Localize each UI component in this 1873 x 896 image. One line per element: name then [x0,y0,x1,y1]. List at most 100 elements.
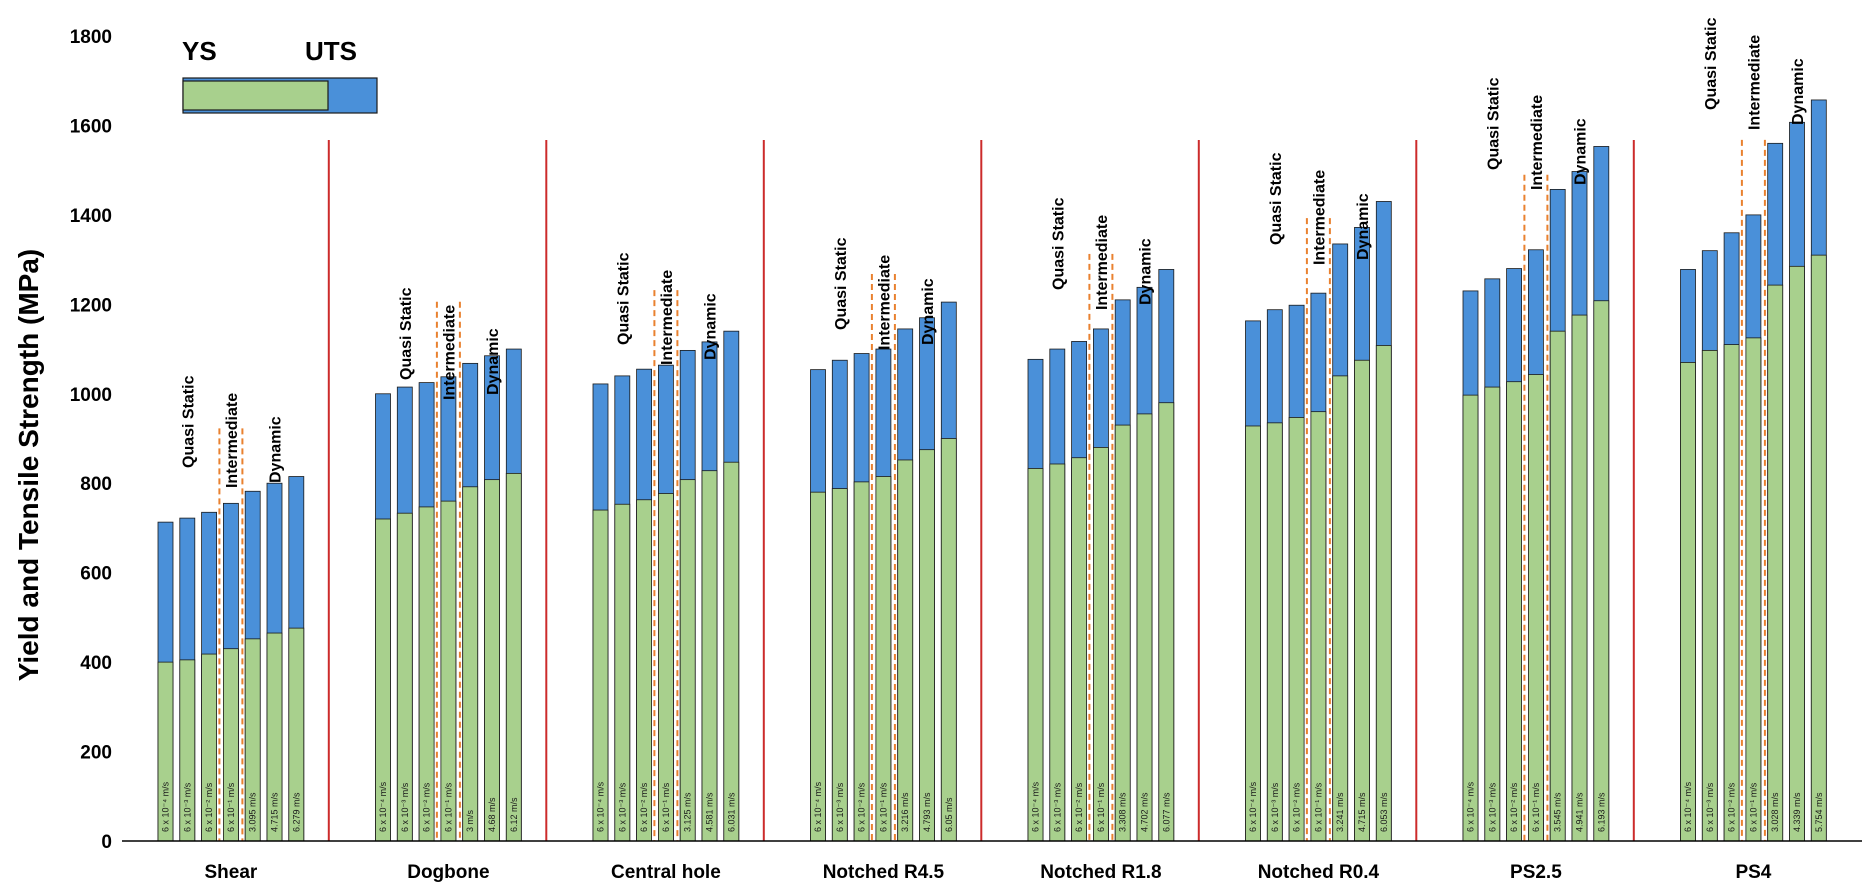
ys-bar [1723,344,1740,842]
strain-rate-label: 6 x 10⁻³ m/s [835,782,845,832]
strain-rate-label: 6.12 m/s [509,797,519,832]
strain-rate-label: 6 x 10⁻² m/s [857,782,867,832]
strain-rate-label: 6 x 10⁻⁴ m/s [161,781,171,832]
chart-bars [157,99,1827,842]
strain-rate-label: 6 x 10⁻² m/s [1074,782,1084,832]
strain-rate-label: 3.216 m/s [900,792,910,832]
phase-label-dynamic: Dynamic [1790,58,1807,125]
y-tick-label: 1800 [70,27,112,48]
strain-rate-label: 6.077 m/s [1161,792,1171,832]
strain-rate-label: 6.05 m/s [944,797,954,832]
strain-rate-label: 4.68 m/s [487,797,497,832]
legend-ys-swatch [182,80,329,111]
ys-bar [1266,422,1283,842]
ys-bar [1810,254,1827,842]
ys-bar [1462,394,1479,842]
ys-bar [1354,359,1370,842]
y-tick-label: 0 [101,832,112,853]
ys-bar [1745,337,1762,842]
category-label: Shear [204,862,257,883]
y-tick-label: 1600 [70,116,112,137]
strain-rate-label: 3.028 m/s [1770,792,1780,832]
phase-label-intermediate: Intermediate [659,270,676,365]
phase-label-intermediate: Intermediate [1094,215,1111,310]
y-tick-label: 600 [80,564,112,585]
ys-bar [1114,424,1131,842]
phase-label-quasi-static: Quasi Static [1268,152,1285,245]
phase-label-dynamic: Dynamic [1138,238,1155,305]
phase-label-intermediate: Intermediate [1311,170,1328,265]
phase-label-dynamic: Dynamic [1355,193,1372,260]
ys-bar [1136,413,1153,842]
strain-rate-label: 6.031 m/s [726,792,736,832]
phase-label-quasi-static: Quasi Static [1703,17,1720,110]
phase-label-dynamic: Dynamic [1573,118,1590,185]
ys-bar [1528,374,1544,842]
phase-label-intermediate: Intermediate [441,305,458,400]
ys-bar [505,472,522,842]
category-label: Notched R1.8 [1040,862,1161,883]
category-label: Dogbone [407,862,489,883]
category-label: PS2.5 [1510,862,1562,883]
strain-rate-label: 6 x 10⁻¹ m/s [226,782,236,832]
strain-rate-label: 6 x 10⁻⁴ m/s [1248,781,1258,832]
strain-rate-label: 4.702 m/s [1140,792,1150,832]
ys-bar [1549,330,1566,842]
ys-bar [1571,314,1588,842]
ys-bar [484,479,500,842]
strain-rate-label: 6 x 10⁻² m/s [1727,782,1737,832]
strain-rate-label: 6 x 10⁻⁴ m/s [813,781,823,832]
phase-label-dynamic: Dynamic [485,328,502,395]
y-tick-label: 1000 [70,385,112,406]
strain-rate-label: 6.279 m/s [291,792,301,832]
y-tick-label: 800 [80,474,112,495]
phase-label-intermediate: Intermediate [1529,95,1546,190]
strain-rate-label: 6 x 10⁻¹ m/s [1748,782,1758,832]
phase-label-intermediate: Intermediate [876,255,893,350]
strain-rate-label: 4.941 m/s [1575,792,1585,832]
strain-rate-label: 6 x 10⁻¹ m/s [1096,782,1106,832]
strain-rate-label: 6 x 10⁻⁴ m/s [1031,781,1041,832]
strain-rate-label: 4.715 m/s [270,792,280,832]
phase-label-quasi-static: Quasi Static [398,287,415,380]
ys-bar [1245,425,1261,842]
strain-rate-label: 6 x 10⁻¹ m/s [878,782,888,832]
phase-label-quasi-static: Quasi Static [833,237,850,330]
strain-rate-label: 6 x 10⁻² m/s [422,782,432,832]
ys-bar [723,461,740,842]
strain-rate-label: 6 x 10⁻³ m/s [1487,782,1497,832]
phase-label-dynamic: Dynamic [920,278,937,345]
phase-label-quasi-static: Quasi Static [1050,197,1067,290]
strain-rate-label: 3.308 m/s [1118,792,1128,832]
legend: YS UTS [182,36,378,114]
y-tick-label: 1200 [70,295,112,316]
ys-bar [679,479,696,842]
ys-bar [1680,362,1696,842]
strain-rate-label: 4.715 m/s [1357,792,1367,832]
category-label: Notched R0.4 [1258,862,1380,883]
phase-label-dynamic: Dynamic [268,416,285,483]
strain-rate-label: 6 x 10⁻⁴ m/s [596,781,606,832]
strain-rate-label: 3 m/s [465,809,475,832]
strain-rate-label: 5.754 m/s [1814,792,1824,832]
strain-rate-label: 6.053 m/s [1379,792,1389,832]
ys-bar [1767,284,1784,842]
ys-bar [1701,349,1718,842]
ys-bar [1375,345,1392,842]
strain-rate-label: 3.545 m/s [1553,792,1563,832]
strain-rate-label: 6 x 10⁻³ m/s [182,782,192,832]
ys-bar [940,438,957,842]
ys-bar [462,486,479,842]
category-label: Notched R4.5 [823,862,945,883]
y-tick-label: 1400 [70,206,112,227]
category-label: Central hole [611,862,721,883]
strain-rate-label: 4.793 m/s [922,792,932,832]
phase-label-intermediate: Intermediate [224,393,241,488]
strain-rate-label: 6 x 10⁻⁴ m/s [1683,781,1693,832]
strain-rate-label: 6 x 10⁻⁴ m/s [378,781,388,832]
strain-rate-label: 6 x 10⁻¹ m/s [1531,782,1541,832]
ys-bar [1288,417,1305,842]
strain-rate-label: 6 x 10⁻³ m/s [1270,782,1280,832]
strain-rate-label: 3.241 m/s [1335,792,1345,832]
